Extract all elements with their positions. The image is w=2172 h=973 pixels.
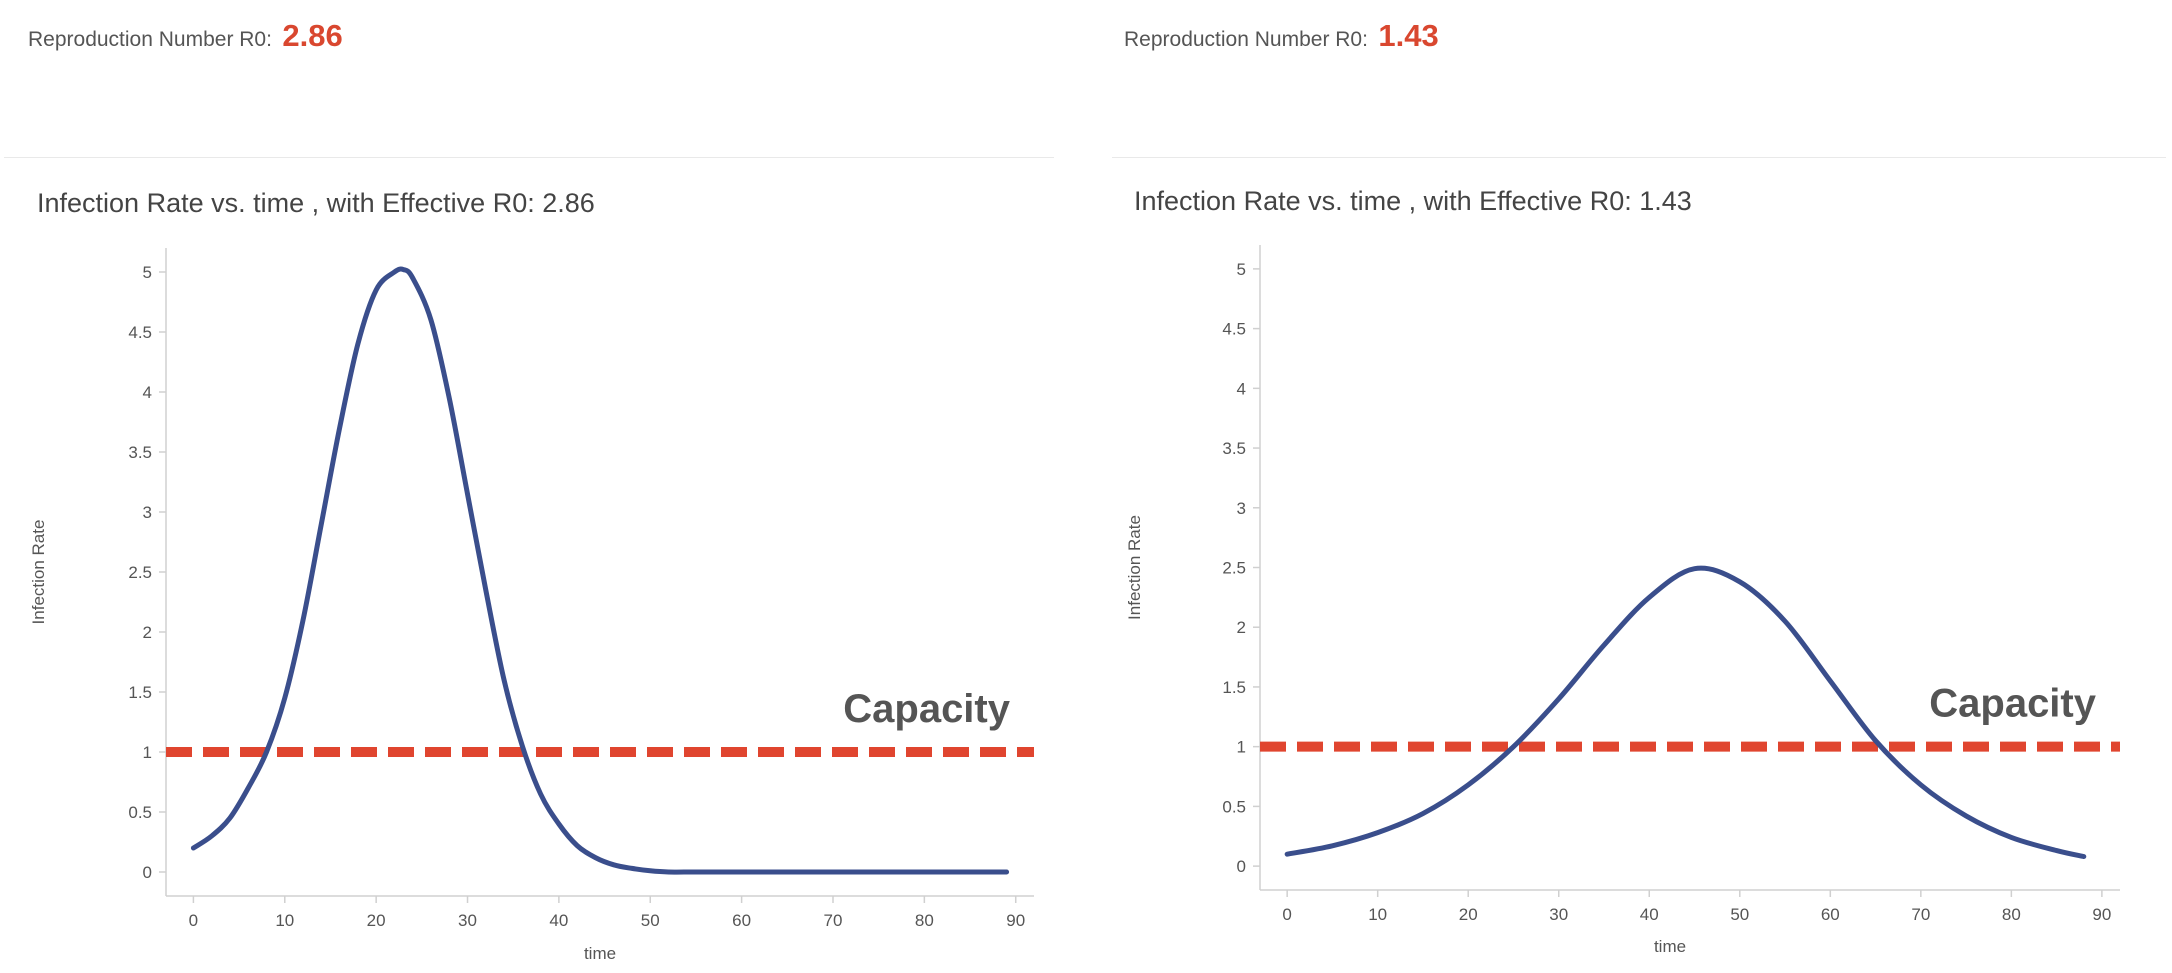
y-tick-label: 0.5 [128,803,152,822]
x-tick-label: 40 [549,911,568,930]
chart-title: Infection Rate vs. time , with Effective… [37,188,595,218]
y-tick-label: 2 [1237,618,1246,637]
x-tick-label: 70 [824,911,843,930]
x-tick-label: 30 [1549,905,1568,924]
y-tick-label: 1 [1237,738,1246,757]
y-tick-label: 3.5 [1222,439,1246,458]
x-tick-label: 20 [367,911,386,930]
chart-title: Infection Rate vs. time , with Effective… [1134,186,1692,216]
y-tick-label: 4 [1237,379,1246,398]
infection-rate-line [190,266,1010,875]
r0-label: Reproduction Number R0: [1124,28,1368,51]
y-tick-label: 0 [143,863,152,882]
y-tick-label: 1.5 [1222,678,1246,697]
y-axis-label: Infection Rate [29,520,48,625]
x-axis-label: time [1654,937,1686,956]
y-tick-label: 3.5 [128,443,152,462]
x-tick-label: 50 [1730,905,1749,924]
y-tick-label: 3 [143,503,152,522]
y-tick-label: 2 [143,623,152,642]
y-tick-label: 4.5 [128,323,152,342]
r0-value: 2.86 [282,18,343,53]
x-axis-label: time [584,944,616,963]
y-tick-label: 2.5 [1222,559,1246,578]
y-tick-label: 4 [143,383,152,402]
capacity-label: Capacity [843,687,1010,731]
x-tick-label: 20 [1459,905,1478,924]
divider [4,157,1054,158]
x-tick-label: 80 [2002,905,2021,924]
y-tick-label: 1 [143,743,152,762]
x-tick-label: 80 [915,911,934,930]
line-chart: 00.511.522.533.544.550 10 20 30 40 50 60 70 80 90… [1125,245,2120,956]
y-tick-label: 0.5 [1222,797,1246,816]
x-tick-label: 0 [1282,905,1291,924]
x-tick-label: 60 [732,911,751,930]
x-tick-label: 40 [1640,905,1659,924]
divider [1112,157,2166,158]
y-tick-label: 5 [1237,260,1246,279]
line-chart: 00.511.522.533.544.550 10 20 30 40 50 60 70 80 90… [29,248,1034,963]
x-tick-label: 90 [1006,911,1025,930]
y-axis-label: Infection Rate [1125,515,1144,620]
y-tick-label: 3 [1237,499,1246,518]
capacity-label: Capacity [1929,682,2096,726]
r0-header: Reproduction Number R0: 1.43 [1124,18,1439,54]
x-tick-label: 90 [2092,905,2111,924]
y-tick-label: 5 [143,263,152,282]
x-tick-label: 30 [458,911,477,930]
x-tick-label: 60 [1821,905,1840,924]
r0-value: 1.43 [1378,18,1439,53]
y-tick-label: 2.5 [128,563,152,582]
x-tick-label: 10 [1368,905,1387,924]
y-tick-label: 1.5 [128,683,152,702]
r0-header: Reproduction Number R0: 2.86 [28,18,343,54]
x-tick-label: 50 [641,911,660,930]
y-tick-label: 4.5 [1222,320,1246,339]
chart-panel-right: Reproduction Number R0: 1.43 Infection R… [1108,0,2172,973]
r0-label: Reproduction Number R0: [28,28,272,51]
x-tick-label: 70 [1911,905,1930,924]
x-tick-label: 10 [275,911,294,930]
infection-rate-line [1284,565,2087,860]
y-tick-label: 0 [1237,857,1246,876]
x-tick-label: 0 [189,911,198,930]
chart-panel-left: Reproduction Number R0: 2.86 Infection R… [0,0,1060,973]
